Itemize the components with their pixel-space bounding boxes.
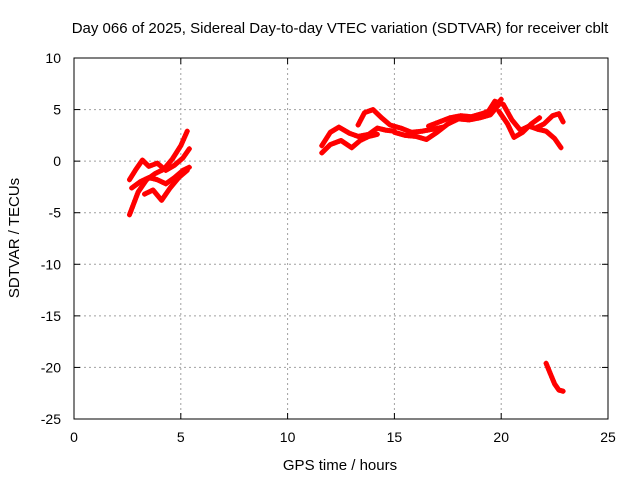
x-axis-label: GPS time / hours bbox=[283, 457, 397, 474]
data-series bbox=[127, 96, 566, 394]
series-track-m bbox=[543, 360, 566, 394]
data-point bbox=[184, 128, 190, 134]
y-axis-label: SDTVAR / TECUs bbox=[6, 178, 23, 298]
y-tick-label: -25 bbox=[41, 411, 61, 427]
series-track-b bbox=[127, 146, 192, 183]
x-tick-label: 25 bbox=[600, 429, 616, 445]
series-track-f bbox=[319, 131, 380, 156]
y-tick-label: -20 bbox=[41, 359, 61, 375]
data-point bbox=[184, 167, 190, 173]
series-track-d bbox=[142, 167, 190, 203]
data-point bbox=[560, 388, 566, 394]
data-point bbox=[498, 96, 504, 102]
x-tick-label: 5 bbox=[177, 429, 185, 445]
series-track-g bbox=[355, 107, 446, 135]
y-tick-label: -15 bbox=[41, 308, 61, 324]
y-tick-label: -5 bbox=[49, 205, 62, 221]
y-tick-label: 10 bbox=[45, 50, 61, 66]
y-tick-label: 0 bbox=[53, 153, 61, 169]
plot-frame bbox=[73, 57, 609, 420]
series-track-e bbox=[319, 124, 397, 149]
chart-title: Day 066 of 2025, Sidereal Day-to-day VTE… bbox=[72, 20, 609, 37]
data-point bbox=[560, 119, 566, 125]
data-point bbox=[186, 164, 192, 170]
series-track-k bbox=[496, 109, 543, 140]
data-point bbox=[374, 131, 380, 137]
y-tick-label: -10 bbox=[41, 256, 61, 272]
x-tick-label: 10 bbox=[280, 429, 296, 445]
y-tick-label: 5 bbox=[53, 102, 61, 118]
axes: 0 5 10 15 20 25 -25 -20 -15 -10 -5 0 5 10 bbox=[41, 50, 616, 445]
data-point bbox=[558, 145, 564, 151]
data-point bbox=[186, 146, 192, 152]
x-tick-label: 20 bbox=[493, 429, 509, 445]
series-track-l bbox=[532, 111, 566, 131]
x-tick-label: 0 bbox=[70, 429, 78, 445]
x-tick-label: 15 bbox=[387, 429, 403, 445]
data-point bbox=[537, 115, 543, 121]
